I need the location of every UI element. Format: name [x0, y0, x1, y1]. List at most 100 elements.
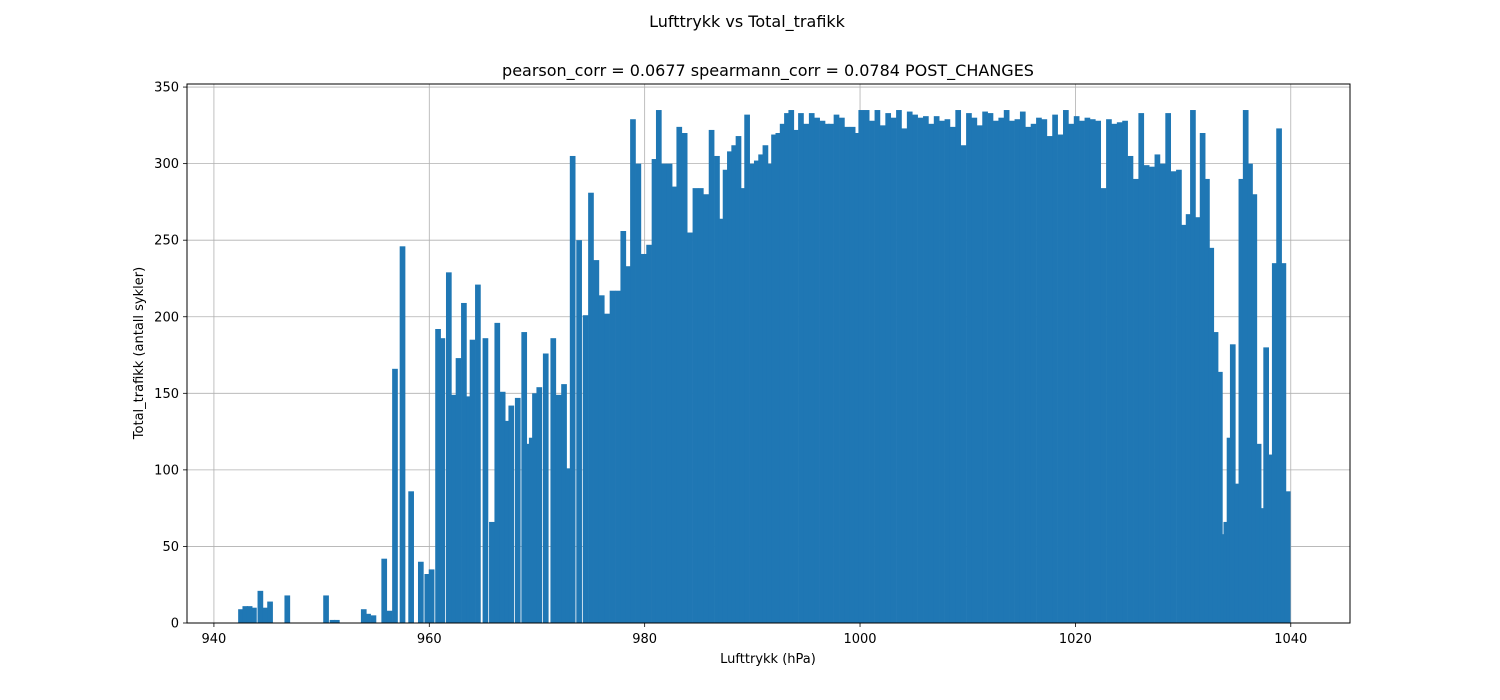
x-axis: 940 960 980 1000 1020 1040 — [202, 623, 1308, 647]
bar — [896, 110, 902, 623]
bar — [945, 119, 951, 623]
bar — [1149, 167, 1155, 623]
bar — [456, 358, 462, 623]
bar — [408, 491, 414, 623]
bar — [323, 595, 329, 623]
x-tick-label: 980 — [632, 632, 657, 647]
bar — [844, 127, 850, 623]
bar — [901, 128, 907, 623]
bar — [536, 387, 542, 623]
bar — [693, 188, 699, 623]
bar — [475, 285, 481, 623]
bar — [615, 291, 621, 623]
bar — [809, 113, 815, 623]
bar — [392, 369, 398, 623]
bar — [1068, 124, 1074, 623]
bar — [793, 130, 799, 623]
bar — [1058, 135, 1064, 623]
bar — [429, 569, 435, 623]
x-tick-label: 940 — [202, 632, 227, 647]
bar — [1285, 491, 1291, 623]
bar — [1176, 170, 1182, 623]
bar — [928, 124, 934, 623]
bar — [907, 112, 913, 623]
bar — [1031, 124, 1037, 623]
bar — [934, 116, 940, 623]
bar — [923, 116, 929, 623]
bar — [446, 272, 452, 623]
bar — [1165, 113, 1171, 623]
bar — [993, 121, 999, 623]
bar — [875, 110, 881, 623]
bar — [515, 398, 521, 623]
bar — [1138, 113, 1144, 623]
bar — [267, 602, 273, 623]
bar — [1025, 127, 1031, 623]
bar — [1009, 121, 1015, 623]
bar — [494, 323, 500, 623]
bar — [1041, 119, 1047, 623]
bar — [636, 164, 642, 623]
bar — [483, 338, 489, 623]
bar — [583, 315, 589, 623]
y-tick-label: 300 — [154, 157, 179, 172]
bar — [381, 559, 387, 623]
bar — [803, 124, 809, 623]
bar — [912, 115, 918, 623]
bar — [630, 119, 636, 623]
bar — [1063, 110, 1069, 623]
y-tick-label: 250 — [154, 234, 179, 249]
x-tick-label: 960 — [417, 632, 442, 647]
bar — [955, 110, 961, 623]
bar — [371, 615, 377, 623]
bar — [814, 118, 820, 623]
bar — [641, 254, 647, 623]
bar — [646, 245, 652, 623]
y-tick-label: 0 — [171, 617, 179, 632]
bar — [284, 595, 290, 623]
bar — [1015, 119, 1021, 623]
bar — [1155, 154, 1161, 623]
bar — [594, 260, 600, 623]
bar — [1144, 165, 1150, 623]
bar — [744, 115, 750, 623]
bar — [1020, 112, 1026, 623]
bar — [1128, 156, 1134, 623]
bar — [687, 233, 693, 623]
bar — [1101, 188, 1107, 623]
bar — [869, 121, 875, 623]
bar — [570, 156, 576, 623]
y-tick-label: 350 — [154, 81, 179, 96]
bar — [961, 145, 967, 623]
bar — [880, 125, 886, 623]
bar — [798, 113, 804, 623]
bar — [1095, 121, 1101, 623]
x-tick-label: 1020 — [1059, 632, 1092, 647]
bar — [400, 246, 406, 623]
bar — [709, 130, 715, 623]
bar — [556, 395, 562, 623]
bar — [599, 295, 605, 623]
bar — [440, 338, 446, 623]
bar — [1117, 122, 1123, 623]
figure-title: Lufttrykk vs Total_trafikk — [649, 12, 846, 32]
bar — [1047, 136, 1053, 623]
bar — [489, 522, 495, 623]
bar — [610, 291, 616, 623]
bar — [998, 118, 1004, 623]
bar — [461, 303, 467, 623]
bar — [1122, 121, 1128, 623]
bar — [1004, 110, 1010, 623]
bar — [858, 110, 864, 623]
y-tick-label: 150 — [154, 387, 179, 402]
bar — [885, 113, 891, 623]
bar — [982, 112, 988, 623]
bar — [966, 113, 972, 623]
bar — [1090, 119, 1096, 623]
bar — [1079, 121, 1085, 623]
bar — [1194, 217, 1200, 623]
bar — [918, 118, 924, 623]
bar — [971, 118, 977, 623]
bar — [682, 133, 688, 623]
bar — [703, 194, 709, 623]
